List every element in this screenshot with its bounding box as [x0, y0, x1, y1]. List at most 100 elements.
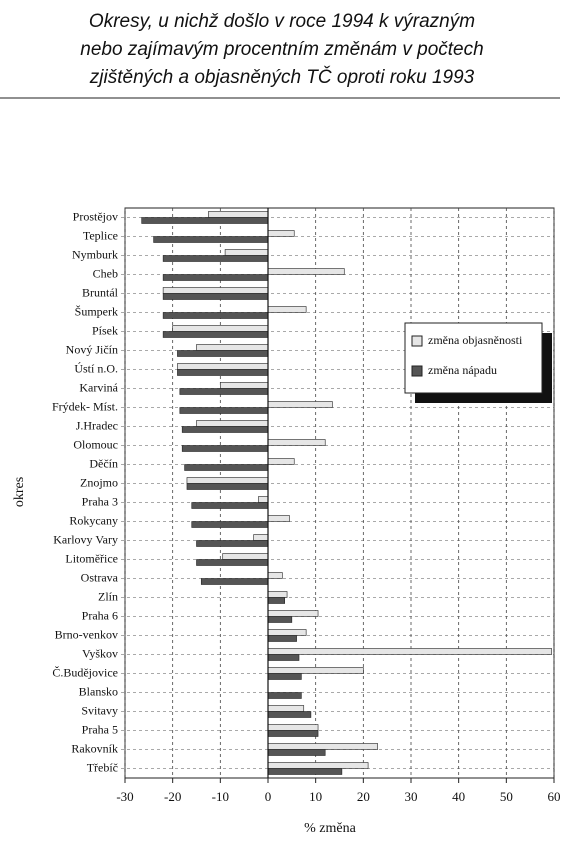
bar [267, 743, 378, 750]
y-tick-label: Šumperk [75, 304, 118, 318]
bar [179, 407, 269, 414]
y-tick-label: Karlovy Vary [53, 532, 118, 546]
bar [267, 654, 300, 661]
bar [186, 483, 269, 490]
bar [162, 293, 269, 300]
legend-label: změna nápadu [428, 363, 497, 377]
bar [267, 616, 293, 623]
bar [208, 211, 269, 218]
chart-title: nebo zajímavým procentním změnám v počte… [80, 39, 483, 60]
y-tick-label: Brno-venkov [55, 627, 118, 641]
y-tick-label: Praha 3 [82, 494, 118, 508]
y-tick-label: Děčín [89, 456, 118, 470]
y-tick-label: Prostějov [73, 209, 118, 223]
bar [267, 572, 283, 579]
bar [267, 724, 319, 731]
y-tick-label: Bruntál [82, 285, 119, 299]
y-tick-label: Frýdek- Míst. [52, 399, 118, 413]
x-tick-label: -30 [116, 789, 133, 804]
bar [267, 711, 312, 718]
bar [267, 306, 307, 313]
bar [177, 363, 269, 370]
bar [153, 236, 269, 243]
x-tick-label: 50 [500, 789, 513, 804]
bar [191, 521, 269, 528]
bar [162, 274, 269, 281]
x-tick-label: 30 [405, 789, 418, 804]
bar [267, 705, 305, 712]
bar [222, 553, 269, 560]
y-tick-label: Znojmo [80, 475, 118, 489]
y-tick-label: Praha 6 [82, 608, 118, 622]
y-tick-label: Nymburk [72, 247, 118, 261]
bar [267, 515, 290, 522]
y-tick-label: Nový Jičín [66, 342, 118, 356]
y-tick-label: Třebíč [87, 760, 118, 774]
y-tick-label: Vyškov [82, 646, 118, 660]
chart-title: zjištěných a objasněných TČ oproti roku … [89, 66, 475, 88]
bar [220, 382, 269, 389]
bar [162, 255, 269, 262]
y-tick-label: Rokycany [69, 513, 118, 527]
bar [267, 610, 319, 617]
bar [196, 344, 269, 351]
x-tick-label: 60 [548, 789, 561, 804]
bar [200, 578, 269, 585]
bar [267, 401, 333, 408]
chart-title: Okresy, u nichž došlo v roce 1994 k výra… [89, 11, 475, 32]
bar [162, 287, 269, 294]
x-axis-label: % změna [304, 821, 356, 836]
y-tick-label: Ostrava [81, 570, 119, 584]
bar [267, 635, 297, 642]
x-tick-label: -10 [212, 789, 229, 804]
y-tick-label: Svitavy [81, 703, 118, 717]
bar [267, 730, 319, 737]
bar [191, 502, 269, 509]
bar [267, 667, 364, 674]
bar [267, 673, 302, 680]
y-tick-label: Praha 5 [82, 722, 118, 736]
bar [162, 312, 269, 319]
legend-swatch [411, 365, 423, 377]
y-tick-label: Teplice [83, 228, 118, 242]
x-tick-label: -20 [164, 789, 181, 804]
y-tick-label: Karviná [79, 380, 118, 394]
bar [267, 762, 369, 769]
bar [258, 496, 269, 503]
bar [179, 388, 269, 395]
y-axis-label: okres [12, 477, 27, 507]
y-tick-label: Ústí n.O. [74, 361, 118, 375]
bar [196, 420, 269, 427]
bar [267, 439, 326, 446]
legend-label: změna objasněnosti [428, 333, 523, 347]
bar [162, 331, 269, 338]
bar [141, 217, 269, 224]
bar [181, 445, 269, 452]
bar [196, 559, 269, 566]
x-tick-label: 10 [309, 789, 322, 804]
bar [184, 464, 269, 471]
bar [267, 629, 307, 636]
bar [177, 369, 269, 376]
y-tick-label: Č.Budějovice [52, 665, 118, 679]
y-tick-label: J.Hradec [76, 418, 118, 432]
bar [267, 648, 552, 655]
x-tick-label: 0 [265, 789, 272, 804]
bar [181, 426, 269, 433]
legend-swatch [411, 335, 423, 347]
bar [186, 477, 269, 484]
bar [224, 249, 269, 256]
bar [267, 768, 343, 775]
y-tick-label: Cheb [93, 266, 118, 280]
bar [177, 350, 269, 357]
bar [267, 591, 288, 598]
y-tick-label: Olomouc [73, 437, 118, 451]
bar [267, 268, 345, 275]
bar [267, 749, 326, 756]
x-tick-label: 20 [357, 789, 370, 804]
bar [196, 540, 269, 547]
bar [267, 458, 295, 465]
y-tick-label: Blansko [79, 684, 118, 698]
y-tick-label: Litoměřice [65, 551, 118, 565]
